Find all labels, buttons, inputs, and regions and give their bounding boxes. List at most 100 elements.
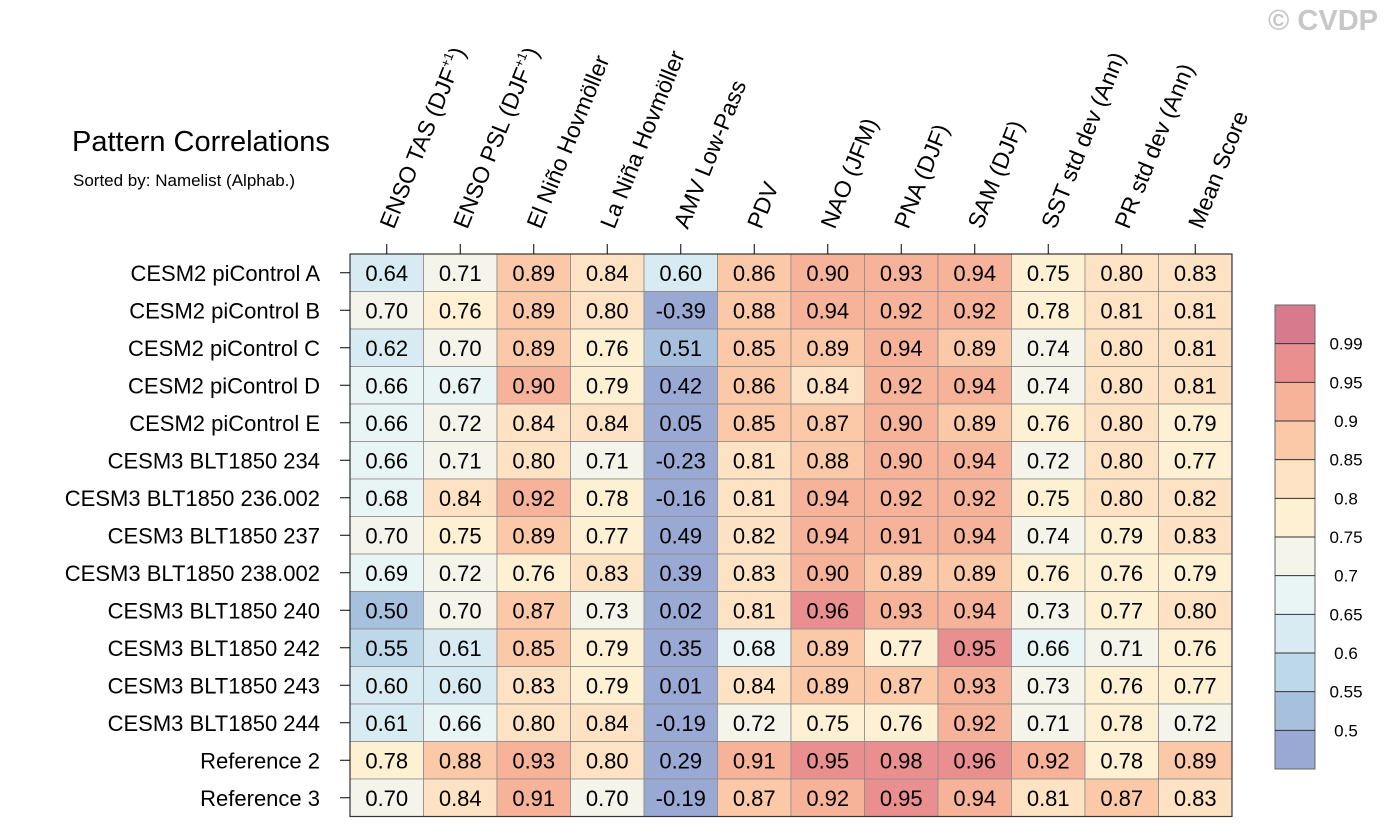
chart-title: Pattern Correlations bbox=[72, 126, 330, 158]
cell-value-label: 0.61 bbox=[365, 711, 408, 736]
cell-value-label: 0.90 bbox=[806, 261, 849, 286]
cell-value-label: 0.66 bbox=[365, 373, 408, 398]
cell-value-label: 0.77 bbox=[880, 636, 923, 661]
cell-value-label: 0.84 bbox=[586, 711, 629, 736]
colorbar-segment bbox=[1275, 382, 1315, 421]
cell-value-label: 0.81 bbox=[1174, 373, 1217, 398]
cell-value-label: 0.68 bbox=[733, 636, 776, 661]
cell-value-label: 0.73 bbox=[1027, 673, 1070, 698]
colorbar-label: 0.5 bbox=[1334, 721, 1358, 740]
colorbar-label: 0.65 bbox=[1329, 605, 1362, 624]
cell-value-label: 0.66 bbox=[439, 711, 482, 736]
colorbar-label: 0.9 bbox=[1334, 412, 1358, 431]
heatmap-cell bbox=[1158, 666, 1233, 705]
heatmap-cell bbox=[570, 478, 645, 517]
column-label: Mean Score bbox=[1183, 107, 1254, 232]
heatmap-cell bbox=[864, 591, 939, 630]
cell-value-label: 0.71 bbox=[1027, 711, 1070, 736]
cell-value-label: 0.72 bbox=[439, 561, 482, 586]
heatmap-cell bbox=[717, 741, 792, 780]
cell-value-label: 0.95 bbox=[953, 636, 996, 661]
heatmap-cell bbox=[643, 441, 718, 480]
heatmap-cell bbox=[570, 441, 645, 480]
cell-value-label: 0.60 bbox=[659, 261, 702, 286]
column-label: PNA (DJF) bbox=[889, 120, 954, 232]
cell-value-label: 0.83 bbox=[1174, 786, 1217, 811]
heatmap-cell bbox=[570, 553, 645, 592]
cell-value-label: 0.92 bbox=[512, 486, 555, 511]
heatmap-cell bbox=[349, 703, 424, 742]
heatmap-cell bbox=[643, 291, 718, 330]
cell-value-label: 0.82 bbox=[733, 523, 776, 548]
cell-value-label: 0.80 bbox=[1100, 261, 1143, 286]
heatmap-cell bbox=[496, 778, 571, 817]
cell-value-label: 0.83 bbox=[586, 561, 629, 586]
cell-value-label: 0.71 bbox=[439, 261, 482, 286]
cell-value-label: 0.82 bbox=[1174, 486, 1217, 511]
cell-value-label: 0.89 bbox=[806, 673, 849, 698]
cell-value-label: 0.94 bbox=[953, 786, 996, 811]
heatmap-cell bbox=[1084, 253, 1159, 292]
heatmap-cell bbox=[937, 291, 1012, 330]
heatmap-cell bbox=[1158, 328, 1233, 367]
cell-value-label: 0.84 bbox=[733, 673, 776, 698]
cell-value-label: 0.78 bbox=[1100, 711, 1143, 736]
cell-value-label: 0.50 bbox=[365, 598, 408, 623]
cell-value-label: 0.85 bbox=[733, 336, 776, 361]
row-label: CESM3 BLT1850 237 bbox=[108, 523, 320, 548]
row-label: CESM2 piControl B bbox=[129, 298, 320, 323]
heatmap-cell bbox=[423, 253, 498, 292]
cell-value-label: 0.89 bbox=[880, 561, 923, 586]
heatmap-cell bbox=[570, 516, 645, 555]
cell-value-label: 0.01 bbox=[659, 673, 702, 698]
cell-value-label: 0.72 bbox=[733, 711, 776, 736]
heatmap-cell bbox=[864, 666, 939, 705]
colorbar-segment bbox=[1275, 730, 1315, 769]
cell-value-label: 0.79 bbox=[586, 673, 629, 698]
colorbar-segment bbox=[1275, 691, 1315, 731]
heatmap-cell bbox=[1158, 516, 1233, 555]
cell-value-label: 0.80 bbox=[1100, 411, 1143, 436]
cell-value-label: 0.91 bbox=[880, 523, 923, 548]
cell-value-label: 0.87 bbox=[512, 598, 555, 623]
heatmap-cell bbox=[496, 666, 571, 705]
heatmap-cell bbox=[1011, 741, 1086, 780]
heatmap-cell bbox=[1011, 403, 1086, 442]
colorbar-label: 0.8 bbox=[1334, 489, 1358, 508]
cell-value-label: 0.76 bbox=[1027, 561, 1070, 586]
heatmap-cell bbox=[1084, 666, 1159, 705]
cell-value-label: 0.73 bbox=[586, 598, 629, 623]
heatmap-cell bbox=[864, 253, 939, 292]
watermark-logo: © CVDP bbox=[1268, 5, 1378, 37]
heatmap-cell bbox=[1011, 628, 1086, 667]
cell-value-label: 0.76 bbox=[1174, 636, 1217, 661]
heatmap-cell bbox=[937, 516, 1012, 555]
cell-value-label: 0.83 bbox=[512, 673, 555, 698]
heatmap-cell bbox=[1011, 591, 1086, 630]
cell-value-label: 0.60 bbox=[439, 673, 482, 698]
cell-value-label: 0.05 bbox=[659, 411, 702, 436]
heatmap-cell bbox=[643, 516, 718, 555]
colorbar-label: 0.6 bbox=[1334, 644, 1358, 663]
heatmap-cell bbox=[349, 328, 424, 367]
cell-value-label: 0.83 bbox=[1174, 523, 1217, 548]
heatmap-cell bbox=[1011, 328, 1086, 367]
cell-value-label: 0.70 bbox=[586, 786, 629, 811]
heatmap-cell bbox=[790, 591, 865, 630]
cell-value-label: 0.94 bbox=[953, 373, 996, 398]
colorbar-segment bbox=[1275, 653, 1315, 692]
heatmap-cell bbox=[790, 703, 865, 742]
column-label: PR std dev (Ann) bbox=[1109, 60, 1199, 232]
heatmap-cell bbox=[790, 291, 865, 330]
heatmap-cell bbox=[717, 328, 792, 367]
cell-value-label: -0.23 bbox=[656, 448, 706, 473]
cell-value-label: 0.89 bbox=[1174, 748, 1217, 773]
heatmap-cell bbox=[864, 553, 939, 592]
heatmap-cell bbox=[937, 703, 1012, 742]
heatmap-cell bbox=[790, 666, 865, 705]
cell-value-label: 0.74 bbox=[1027, 336, 1070, 361]
cell-value-label: 0.72 bbox=[1027, 448, 1070, 473]
cell-value-label: 0.69 bbox=[365, 561, 408, 586]
cell-value-label: 0.94 bbox=[806, 298, 849, 323]
row-label: CESM3 BLT1850 243 bbox=[108, 673, 320, 698]
